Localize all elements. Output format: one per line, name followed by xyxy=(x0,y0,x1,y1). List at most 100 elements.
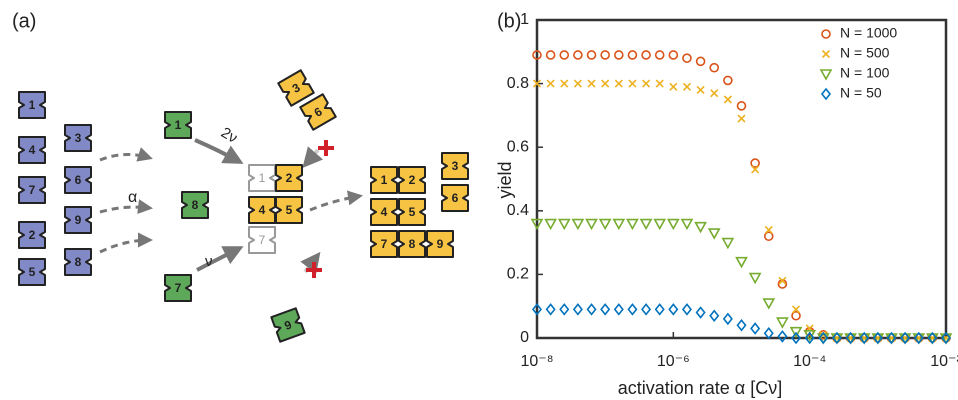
marker xyxy=(723,75,733,86)
marker xyxy=(669,82,678,91)
tile-shape xyxy=(426,230,454,258)
marker xyxy=(776,317,789,329)
marker xyxy=(750,322,761,335)
cross xyxy=(318,140,334,156)
marker xyxy=(571,218,585,231)
marker xyxy=(557,218,571,231)
legend-marker xyxy=(819,69,833,81)
tile-shape xyxy=(398,230,426,258)
tile-number: 8 xyxy=(192,198,199,212)
tile-number: 8 xyxy=(409,237,416,251)
tile-shape xyxy=(164,111,192,139)
tile-shape xyxy=(370,230,398,258)
marker xyxy=(559,50,570,60)
marker xyxy=(544,218,557,231)
dashed-arrow xyxy=(99,199,153,215)
marker xyxy=(600,50,610,60)
marker xyxy=(639,218,653,231)
marker xyxy=(940,331,952,345)
legend-label: N = 50 xyxy=(840,85,882,101)
marker xyxy=(586,50,597,60)
marker xyxy=(682,82,692,91)
marker xyxy=(751,165,760,174)
marker xyxy=(532,50,542,60)
rate-label: ν xyxy=(205,253,213,270)
tile-shape xyxy=(18,221,46,249)
marker xyxy=(531,303,543,316)
tile: 6 xyxy=(299,93,337,131)
tile: 4 xyxy=(18,136,46,164)
tile-shape xyxy=(370,166,398,194)
marker xyxy=(737,114,746,123)
tile: 5 xyxy=(275,196,303,224)
tile: 2 xyxy=(398,166,426,194)
marker xyxy=(666,218,680,231)
marker xyxy=(872,331,883,345)
tile-shape xyxy=(270,307,306,343)
marker xyxy=(682,53,692,63)
tile-number: 3 xyxy=(452,159,459,173)
dashed-arrow xyxy=(309,190,363,212)
rate-label: α xyxy=(128,189,137,206)
tile-number: 2 xyxy=(286,171,293,185)
y-tick-label: 0.6 xyxy=(507,138,529,155)
tile-shape xyxy=(164,274,192,302)
tile-number: 7 xyxy=(381,237,388,251)
tile-shape xyxy=(18,176,46,204)
legend-label: N = 1000 xyxy=(840,25,897,41)
cross xyxy=(306,262,322,278)
marker xyxy=(627,50,638,60)
marker xyxy=(545,303,556,316)
tile: 5 xyxy=(398,198,426,226)
tile: 9 xyxy=(64,206,92,234)
marker xyxy=(641,50,651,60)
marker xyxy=(532,79,542,88)
marker xyxy=(601,79,610,88)
tile-shape xyxy=(64,248,92,276)
marker xyxy=(627,303,638,316)
tile-number: 4 xyxy=(259,203,266,217)
x-tick-label: 10⁻⁴ xyxy=(793,353,826,370)
marker xyxy=(587,79,596,88)
legend-marker xyxy=(821,49,831,59)
detach-arrow xyxy=(302,146,324,169)
marker xyxy=(530,218,544,231)
marker xyxy=(695,306,706,319)
marker xyxy=(559,303,570,316)
marker xyxy=(600,303,611,316)
y-tick-label: 0.4 xyxy=(507,202,529,219)
marker xyxy=(585,218,598,231)
tile-shape xyxy=(181,191,209,219)
marker xyxy=(680,218,694,231)
tile-number: 1 xyxy=(259,171,266,185)
marker xyxy=(900,331,911,345)
tile-shape xyxy=(18,91,46,119)
tile-shape xyxy=(441,184,469,212)
marker xyxy=(721,237,735,250)
tile-shape xyxy=(275,164,303,192)
dashed-arrow xyxy=(99,147,153,162)
tile: 3 xyxy=(441,152,469,180)
marker xyxy=(668,50,679,60)
marker xyxy=(764,225,773,234)
marker xyxy=(710,89,719,98)
tile-shape xyxy=(64,124,92,152)
tile-shape xyxy=(370,198,398,226)
tile: 5 xyxy=(18,258,46,286)
tile-number: 7 xyxy=(259,233,266,247)
marker xyxy=(791,310,801,321)
tile-shape xyxy=(277,69,315,107)
marker xyxy=(628,79,637,88)
tile-number: 1 xyxy=(175,118,182,132)
tile-shape xyxy=(18,136,46,164)
tile-number: 6 xyxy=(452,191,459,205)
marker xyxy=(641,303,652,316)
legend-marker xyxy=(820,87,832,101)
tile-number: 1 xyxy=(29,98,36,112)
marker xyxy=(654,303,665,316)
tile: 8 xyxy=(181,191,209,219)
marker xyxy=(791,331,802,345)
marker xyxy=(748,272,762,285)
tile-number: 7 xyxy=(175,281,182,295)
